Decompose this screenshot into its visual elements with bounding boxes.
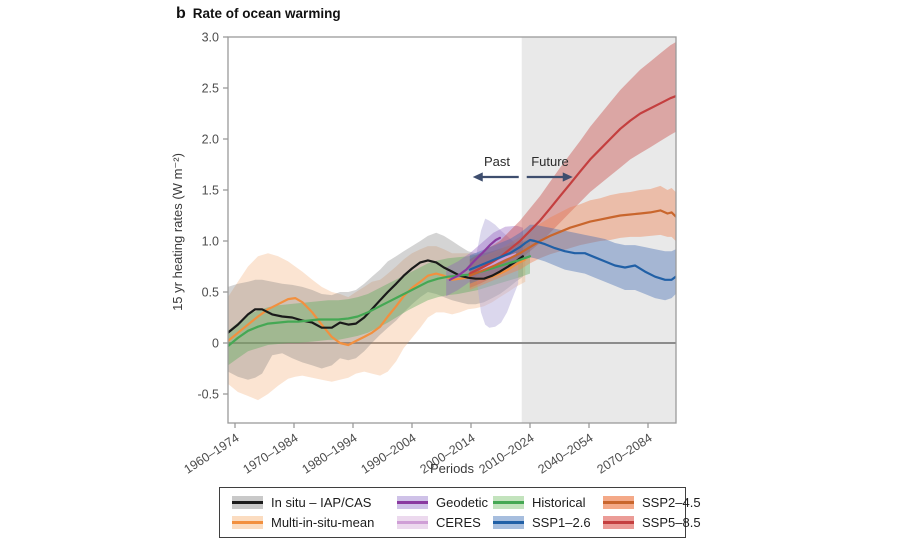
- legend-swatch-icon: [397, 495, 428, 509]
- svg-text:0: 0: [212, 336, 219, 350]
- legend-label: Historical: [532, 494, 586, 510]
- legend-label: CERES: [436, 515, 481, 531]
- future-annotation-label: Future: [531, 154, 569, 169]
- legend-swatch-icon: [232, 495, 263, 509]
- legend-label: Geodetic: [436, 494, 489, 510]
- legend-swatch-icon: [603, 516, 634, 530]
- legend-item: SSP1–2.6: [493, 515, 603, 530]
- legend-item: Geodetic: [397, 495, 493, 510]
- svg-text:1980–1994: 1980–1994: [300, 431, 360, 477]
- svg-text:-0.5: -0.5: [197, 387, 219, 401]
- legend-swatch-icon: [232, 516, 263, 530]
- svg-text:1990–2004: 1990–2004: [359, 431, 419, 477]
- svg-text:1.5: 1.5: [202, 183, 219, 197]
- legend-label: SSP1–2.6: [532, 515, 591, 531]
- legend-item: SSP5–8.5: [603, 515, 701, 530]
- legend-label: SSP5–8.5: [642, 515, 701, 531]
- legend-item: Multi-in-situ-mean: [232, 515, 397, 530]
- legend-label: SSP2–4.5: [642, 494, 701, 510]
- legend-label: Multi-in-situ-mean: [271, 515, 375, 531]
- legend-item: In situ – IAP/CAS: [232, 495, 397, 510]
- legend-item: CERES: [397, 515, 493, 530]
- legend-swatch-icon: [493, 516, 524, 530]
- svg-text:2.5: 2.5: [202, 81, 219, 95]
- chart-title: b Rate of ocean warming: [176, 5, 341, 23]
- chart-title-index: b: [176, 5, 186, 22]
- past-annotation-label: Past: [483, 154, 510, 169]
- svg-text:2.0: 2.0: [202, 132, 219, 146]
- y-axis-label: 15 yr heating rates (W m⁻²): [170, 153, 185, 311]
- legend: In situ – IAP/CAS Multi-in-situ-mean Geode…: [219, 487, 701, 538]
- svg-text:2040–2054: 2040–2054: [536, 431, 596, 477]
- svg-text:1960–1974: 1960–1974: [182, 431, 242, 477]
- x-axis-label: Periods: [429, 461, 475, 476]
- legend-label: In situ – IAP/CAS: [271, 494, 372, 510]
- svg-text:0.5: 0.5: [202, 285, 219, 299]
- legend-item: Historical: [493, 495, 603, 510]
- svg-text:1.0: 1.0: [202, 234, 219, 248]
- legend-item: SSP2–4.5: [603, 495, 701, 510]
- legend-swatch-icon: [397, 516, 428, 530]
- svg-text:2070–2084: 2070–2084: [595, 431, 655, 477]
- svg-text:3.0: 3.0: [202, 30, 219, 44]
- legend-swatch-icon: [603, 495, 634, 509]
- chart-title-text: Rate of ocean warming: [192, 6, 341, 21]
- svg-text:1970–1984: 1970–1984: [241, 431, 301, 477]
- legend-swatch-icon: [493, 495, 524, 509]
